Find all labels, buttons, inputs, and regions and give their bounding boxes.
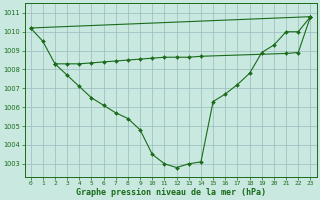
X-axis label: Graphe pression niveau de la mer (hPa): Graphe pression niveau de la mer (hPa) [76, 188, 266, 197]
